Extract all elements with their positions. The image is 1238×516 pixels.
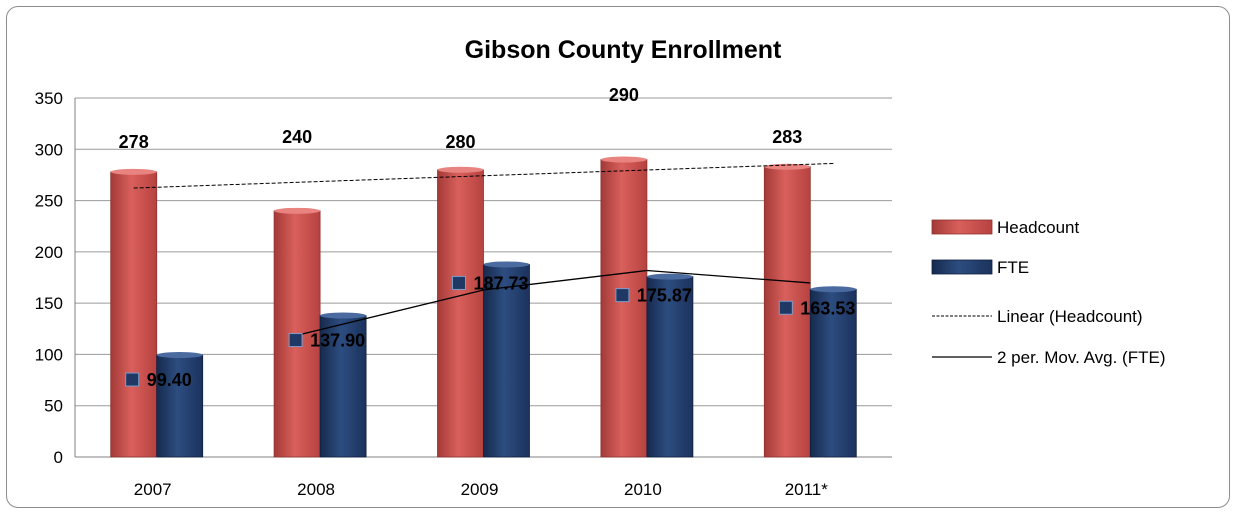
fte-bar-top: [483, 261, 530, 268]
x-tick-label: 2011*: [785, 480, 829, 499]
fte-bar: [483, 264, 530, 458]
fte-data-label: 99.40: [147, 370, 192, 390]
fte-label-marker: [615, 288, 630, 303]
chart-title: Gibson County Enrollment: [465, 36, 782, 64]
headcount-bar: [437, 169, 484, 458]
legend-label-fte: FTE: [997, 258, 1029, 277]
linear-headcount-trendline: [133, 162, 834, 189]
legend-swatch-fte: [931, 259, 993, 275]
x-tick-label: 2010: [624, 480, 662, 499]
fte-bar-top: [156, 352, 203, 359]
headcount-bar-top: [600, 156, 647, 163]
fte-bar: [156, 354, 204, 458]
fte-bar-top: [810, 286, 857, 293]
fte-label-marker: [452, 275, 466, 290]
headcount-bar-top: [437, 166, 484, 173]
y-tick-label: 150: [35, 294, 63, 313]
headcount-bar-top: [274, 207, 321, 214]
x-tick-label: 2008: [297, 480, 335, 499]
x-axis: 2007 2008 2009 2010 2011*: [134, 480, 828, 499]
headcount-bar-top: [110, 168, 157, 175]
headcount-data-label: 278: [119, 132, 149, 152]
legend: Headcount FTE Linear (Headcount) 2 per. Mov…: [931, 218, 1165, 367]
legend-label-linear: Linear (Headcount): [997, 307, 1143, 326]
headcount-data-label: 240: [282, 127, 312, 147]
legend-label-moving-average: 2 per. Mov. Avg. (FTE): [997, 348, 1165, 367]
y-tick-label: 50: [44, 397, 63, 416]
fte-bar: [646, 276, 694, 458]
y-tick-label: 0: [54, 448, 63, 467]
y-tick-label: 200: [35, 243, 63, 262]
y-tick-label: 250: [35, 192, 63, 211]
fte-bar: [319, 315, 367, 458]
x-tick-label: 2009: [461, 480, 499, 499]
fte-label-marker: [778, 300, 793, 315]
bars: [110, 156, 857, 458]
headcount-data-label: 280: [445, 132, 475, 152]
headcount-data-label: 290: [609, 85, 639, 105]
headcount-bar: [110, 171, 158, 458]
y-tick-label: 350: [35, 89, 63, 108]
moving-average-fte-trendline: [296, 269, 811, 336]
legend-label-headcount: Headcount: [997, 218, 1080, 237]
fte-label-marker: [125, 372, 140, 387]
y-tick-label: 300: [35, 140, 63, 159]
fte-bar-top: [320, 312, 367, 319]
y-axis: 0 50 100 150 200 250 300 350: [35, 89, 76, 467]
fte-label-markers: [125, 275, 793, 387]
fte-data-label: 137.90: [310, 331, 365, 351]
fte-bar-top: [646, 273, 693, 280]
fte-label-marker: [288, 333, 303, 348]
y-tick-label: 100: [35, 345, 63, 364]
fte-data-label: 163.53: [800, 298, 855, 318]
x-tick-label: 2007: [134, 480, 172, 499]
legend-swatch-headcount: [931, 219, 993, 235]
fte-data-label: 187.73: [474, 273, 529, 293]
fte-data-label: 175.87: [637, 286, 692, 306]
headcount-bar: [600, 159, 648, 458]
data-labels: 278 99.40 240 137.90 280 187.73 290 175.87 283 16…: [119, 85, 856, 390]
trendlines: [133, 162, 834, 336]
headcount-data-label: 283: [772, 127, 802, 147]
